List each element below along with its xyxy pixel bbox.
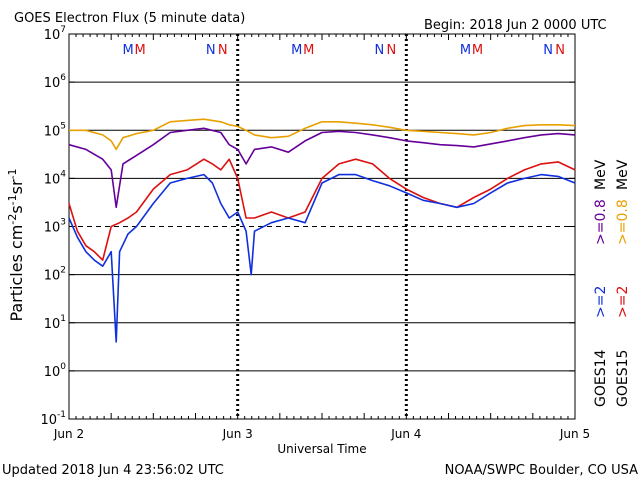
marker-goes15: M <box>303 43 314 58</box>
marker-goes15: N <box>555 43 565 58</box>
legend-goes14: GOES14 <box>593 349 609 407</box>
y-axis-ticks: 10-1 100 101 102 103 104 105 106 107 <box>40 25 575 428</box>
y-tick-label: 104 <box>44 169 67 187</box>
y-tick-label: 100 <box>44 362 67 380</box>
gridlines <box>69 81 575 372</box>
y-tick-label: 103 <box>44 218 66 236</box>
marker-goes14: M <box>460 43 471 58</box>
y-tick-label: 106 <box>44 73 67 91</box>
updated-timestamp: Updated 2018 Jun 4 23:56:02 UTC <box>2 463 224 478</box>
legend-mev-2: MeV <box>615 159 631 190</box>
marker-goes14: M <box>291 43 302 58</box>
y-tick-label: 101 <box>44 314 66 332</box>
x-tick-label: Jun 3 <box>222 427 253 441</box>
y-tick-label: 10-1 <box>40 410 66 428</box>
chart-title: GOES Electron Flux (5 minute data) <box>14 11 245 26</box>
legend: GOES14 GOES15 >=2 >=2 >=0.8 >=0.8 MeV Me… <box>593 159 631 407</box>
credit: NOAA/SWPC Boulder, CO USA <box>445 463 638 478</box>
legend-goes14-08mev: >=0.8 <box>593 199 609 245</box>
legend-goes14-2mev: >=2 <box>593 286 609 318</box>
marker-goes14: N <box>206 43 216 58</box>
y-tick-label: 102 <box>44 266 66 284</box>
series-lines <box>68 118 576 343</box>
marker-goes15: N <box>218 43 228 58</box>
series-line <box>68 158 576 261</box>
x-tick-label: Jun 5 <box>559 427 590 441</box>
x-tick-label: Jun 4 <box>390 427 421 441</box>
y-tick-label: 105 <box>44 121 66 139</box>
marker-goes15: M <box>134 43 145 58</box>
y-axis-label: Particles cm-2s-1sr-1 <box>6 168 26 321</box>
begin-date: Begin: 2018 Jun 2 0000 UTC <box>424 18 607 33</box>
legend-mev-1: MeV <box>593 159 609 190</box>
marker-goes14: M <box>122 43 133 58</box>
marker-goes15: N <box>387 43 397 58</box>
legend-goes15-2mev: >=2 <box>615 286 631 318</box>
series-line <box>68 127 576 209</box>
legend-goes15: GOES15 <box>615 350 631 407</box>
x-tick-label: Jun 2 <box>53 427 84 441</box>
y-tick-label: 107 <box>44 25 66 43</box>
x-axis-ticks: Jun 2 Jun 3 Jun 4 Jun 5 <box>53 34 590 441</box>
marker-goes15: M <box>472 43 483 58</box>
series-line <box>68 173 576 343</box>
legend-goes15-08mev: >=0.8 <box>615 199 631 245</box>
svg-text:Particles cm-2s-1sr-1: Particles cm-2s-1sr-1 <box>6 168 26 321</box>
day-dividers <box>236 34 408 419</box>
series-line <box>69 118 576 151</box>
marker-goes14: N <box>375 43 385 58</box>
marker-goes14: N <box>543 43 553 58</box>
x-axis-label: Universal Time <box>277 442 366 456</box>
